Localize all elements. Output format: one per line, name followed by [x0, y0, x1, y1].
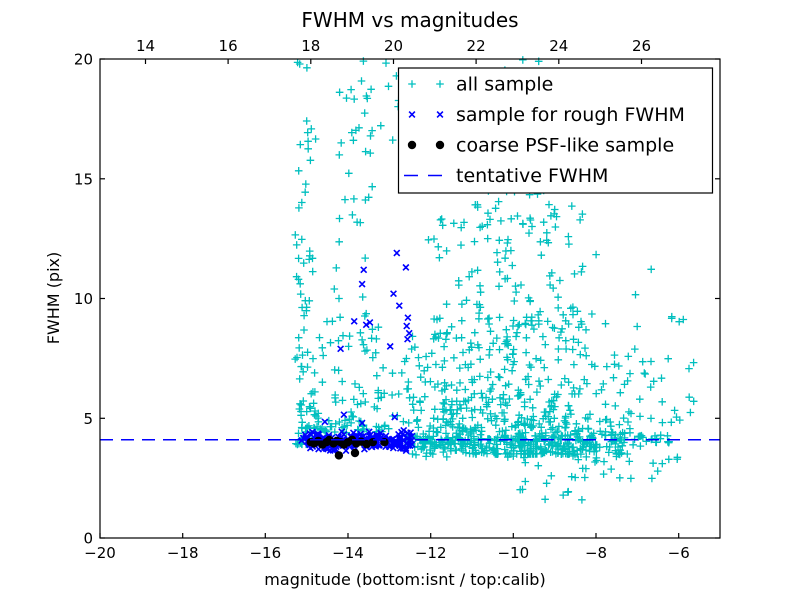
legend: all sample sample for rough FWHM coarse … — [397, 67, 714, 194]
legend-frame — [397, 67, 714, 194]
scatter-series-layer — [100, 56, 720, 504]
psf-sample-point — [334, 451, 344, 460]
x-axis-label: magnitude (bottom:isnt / top:calib) — [264, 570, 545, 589]
x-tick-label-top: 16 — [219, 37, 238, 55]
legend-label-coarse-psf-like-sample: coarse PSF-like sample — [456, 135, 674, 157]
x-tick-label-bottom: −16 — [249, 544, 281, 562]
y-tick-label: 0 — [83, 530, 93, 548]
x-tick-label-bottom: −8 — [585, 544, 607, 562]
legend-label-all-sample: all sample — [456, 74, 553, 96]
x-tick-label-top: 26 — [632, 37, 651, 55]
tick-labels: −20 −18 −16 −14 −12 −10 −8 −6 14 16 18 20 22 24 26 0 5 10… — [74, 37, 690, 562]
legend-plus-marker-icon — [408, 80, 444, 88]
x-tick-label-top: 14 — [136, 37, 155, 55]
y-tick-label: 20 — [74, 51, 93, 69]
x-tick-label-bottom: −10 — [497, 544, 529, 562]
legend-label-sample-for-rough-fwhm: sample for rough FWHM — [456, 104, 685, 126]
series-all-sample — [291, 56, 698, 504]
axes-layer: −20 −18 −16 −14 −12 −10 −8 −6 14 16 18 20 22 24 26 0 5 10… — [74, 37, 721, 562]
psf-sample-point — [350, 448, 360, 458]
legend-markers — [404, 80, 452, 177]
legend-x-marker-icon — [408, 111, 444, 118]
x-tick-label-top: 24 — [549, 37, 568, 55]
x-tick-label-bottom: −12 — [415, 544, 447, 562]
y-axis-label: FWHM (pix) — [44, 252, 63, 345]
y-tick-label: 5 — [83, 410, 93, 428]
legend-label-tentative-fwhm: tentative FWHM — [456, 165, 608, 187]
x-tick-label-bottom: −18 — [167, 544, 199, 562]
x-tick-label-top: 20 — [384, 37, 403, 55]
x-tick-label-bottom: −6 — [668, 544, 690, 562]
y-tick-label: 15 — [74, 170, 93, 188]
tick-marks — [99, 58, 720, 539]
x-tick-label-top: 22 — [467, 37, 486, 55]
x-tick-label-bottom: −14 — [332, 544, 364, 562]
x-tick-label-bottom: −20 — [84, 544, 116, 562]
chart-title: FWHM vs magnitudes — [301, 8, 518, 32]
y-tick-label: 10 — [74, 290, 93, 308]
x-tick-label-top: 18 — [301, 37, 320, 55]
series-points-all-sample — [291, 56, 698, 504]
legend-dot-marker-icon — [407, 140, 445, 150]
